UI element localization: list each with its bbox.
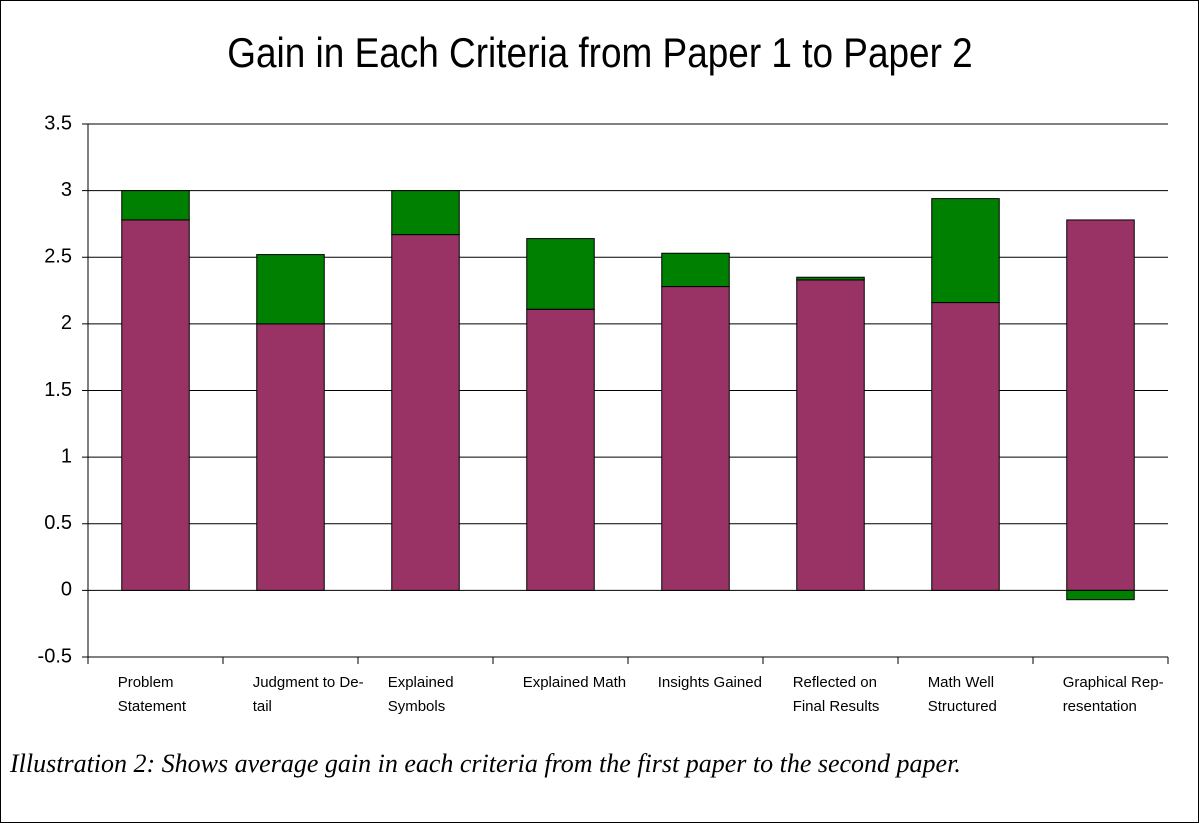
bar-segment <box>1066 219 1135 591</box>
x-tick-label: Explained <box>388 674 454 691</box>
chart-title: Gain in Each Criteria from Paper 1 to Pa… <box>227 30 972 77</box>
bar-segment <box>526 308 595 591</box>
x-tick-label: resentation <box>1063 698 1137 715</box>
bar-segment <box>931 302 1000 591</box>
bar-segment <box>661 286 730 591</box>
y-tick-label: 3.5 <box>44 112 72 134</box>
bar-segment <box>256 254 325 325</box>
x-tick-label: Graphical Rep- <box>1063 674 1164 691</box>
y-tick-label: 3 <box>61 179 72 201</box>
y-tick-label: 1 <box>61 445 72 467</box>
x-tick-label: Explained Math <box>523 674 626 691</box>
y-tick-label: 0 <box>61 579 72 601</box>
x-tick-label: Final Results <box>793 698 880 715</box>
bar-segment <box>121 190 190 221</box>
x-tick-label: Statement <box>118 698 187 715</box>
y-tick-label: 0.5 <box>44 512 72 534</box>
y-tick-label: 2.5 <box>44 246 72 268</box>
bar-segment <box>391 234 460 591</box>
bar-segment <box>121 219 190 591</box>
y-tick-label: 2 <box>61 312 72 334</box>
bar-segment <box>931 198 1000 304</box>
x-tick-label: tail <box>253 698 272 715</box>
bar-segment <box>1066 589 1135 601</box>
y-tick-label: 1.5 <box>44 379 72 401</box>
bar-segment <box>391 190 460 236</box>
x-tick-label: Symbols <box>388 698 446 715</box>
x-tick-label: Math Well <box>928 674 994 691</box>
bar-segment <box>796 276 865 281</box>
bar-segment <box>661 252 730 288</box>
x-tick-label: Problem <box>118 674 174 691</box>
x-tick-label: Reflected on <box>793 674 877 691</box>
bar-segment <box>796 279 865 591</box>
x-tick-label: Insights Gained <box>658 674 762 691</box>
x-tick-label: Judgment to De- <box>253 674 364 691</box>
caption: Illustration 2: Shows average gain in ea… <box>9 749 961 778</box>
bar-segment <box>256 323 325 591</box>
bar-segment <box>526 238 595 310</box>
y-tick-label: -0.5 <box>38 645 72 667</box>
x-tick-label: Structured <box>928 698 997 715</box>
